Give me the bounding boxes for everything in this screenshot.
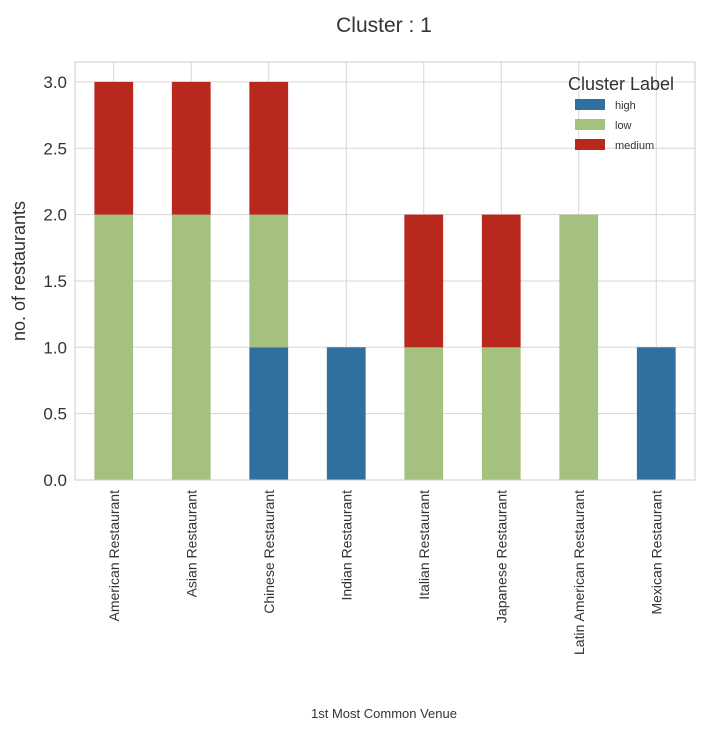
x-tick-label: Latin American Restaurant (571, 490, 587, 655)
y-tick-label: 1.0 (43, 338, 67, 357)
bar-segment (249, 81, 289, 215)
legend-entry: medium (615, 140, 654, 152)
legend-swatch (575, 139, 605, 150)
y-tick-label: 0.0 (43, 471, 67, 490)
legend-swatch (575, 99, 605, 110)
chart-title: Cluster : 1 (336, 14, 432, 37)
y-tick-label: 0.5 (43, 405, 67, 424)
legend-title: Cluster Label (568, 74, 674, 94)
bar-segment (249, 214, 289, 348)
plot-frame (74, 61, 696, 481)
x-tick-label: Italian Restaurant (416, 490, 432, 600)
x-axis-label: 1st Most Common Venue (311, 706, 457, 721)
y-tick-label: 3.0 (43, 73, 67, 92)
bar-segment (171, 214, 211, 480)
legend-entry: high (615, 100, 636, 112)
x-tick-label: Asian Restaurant (183, 490, 199, 598)
bar-segment (481, 347, 521, 480)
x-tick-label: Indian Restaurant (338, 490, 354, 601)
y-tick-label: 2.5 (43, 139, 67, 158)
bar-segment (326, 347, 366, 480)
x-tick-label: Japanese Restaurant (493, 490, 509, 623)
x-tick-label: Mexican Restaurant (648, 490, 664, 615)
x-tick-label: American Restaurant (106, 490, 122, 622)
x-tick-label: Chinese Restaurant (261, 490, 277, 614)
bar-segment (404, 347, 444, 480)
y-axis-label: no. of restaurants (9, 201, 29, 341)
bar-segment (636, 347, 676, 480)
y-tick-label: 2.0 (43, 206, 67, 225)
bar-segment (94, 214, 134, 480)
y-tick-labels: 0.0 0.5 1.0 1.5 2.0 2.5 3.0 (43, 73, 67, 490)
legend: Cluster Label high low medium (568, 74, 674, 152)
bar-segment (249, 347, 289, 480)
bar-segment (171, 81, 211, 215)
legend-entry: low (615, 120, 632, 132)
bar-segment (481, 214, 521, 348)
bars-layer (94, 81, 676, 480)
bar-segment (94, 81, 134, 215)
legend-swatch (575, 119, 605, 130)
bar-segment (404, 214, 444, 348)
x-tick-labels: American Restaurant Asian Restaurant Chine… (106, 490, 665, 655)
bar-segment (559, 214, 599, 480)
y-tick-label: 1.5 (43, 272, 67, 291)
